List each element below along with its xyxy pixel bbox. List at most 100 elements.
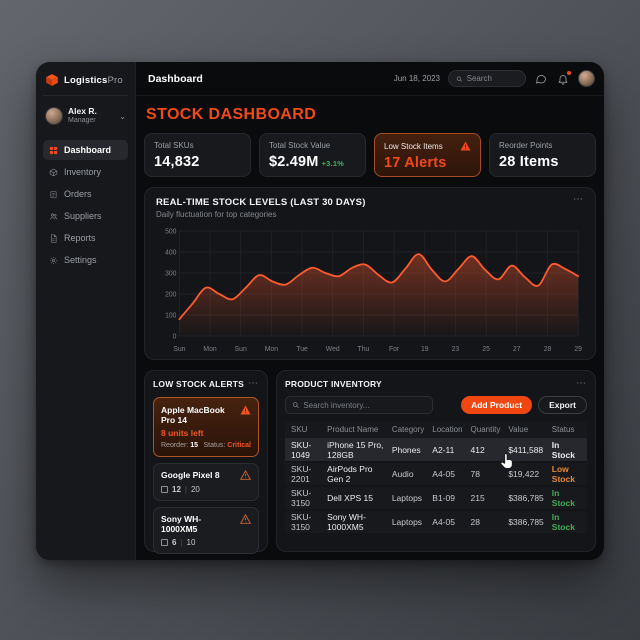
search-icon [292,402,299,409]
stat-label: Total SKUs [154,141,194,150]
topbar-search-input[interactable] [466,74,518,83]
dashboard-content: STOCK DASHBOARD Total SKUs 14,832 Total … [136,96,604,560]
alert-reorder-label: Reorder: [161,442,189,450]
inventory-search-input[interactable] [303,400,426,410]
svg-text:27: 27 [513,346,521,353]
topbar-title: Dashboard [148,72,203,85]
topbar-date: Jun 18, 2023 [393,74,440,83]
cell-name: Sony WH-1000XM5 [323,510,388,535]
svg-text:Thu: Thu [358,346,370,353]
cell-location: A4-05 [428,510,467,535]
cell-sku: SKU-2201 [285,462,324,487]
cell-value: $411,588 [504,438,548,463]
col-sku[interactable]: SKU [285,421,324,438]
cell-category: Laptops [387,486,429,511]
cell-category: Laptops [387,510,429,535]
divider: | [184,484,187,494]
col-location[interactable]: Location [428,421,467,438]
inventory-toolbar: Add Product Export [285,396,587,414]
stat-reorder-points[interactable]: Reorder Points 28 Items [489,133,596,177]
more-menu-icon[interactable]: ⋯ [248,378,259,389]
alert-current-qty: 6 [172,537,177,547]
table-row[interactable]: SKU-3150 Sony WH-1000XM5 Laptops A4-05 2… [285,510,587,535]
sidebar-item-reports[interactable]: Reports [43,228,128,248]
more-menu-icon[interactable]: ⋯ [573,194,584,205]
alert-card-macbook[interactable]: Apple MacBook Pro 14 8 units left Reorde… [153,397,259,458]
alert-card-sony[interactable]: Sony WH-1000XM5 6 | 10 [153,506,259,554]
user-card[interactable]: Alex R. Manager ⌄ [43,105,128,127]
alert-units-left: 8 units left [161,428,204,439]
sidebar-item-label: Inventory [64,167,102,177]
profile-avatar[interactable] [578,70,595,87]
cell-status: In Stock [547,438,587,463]
stat-label: Reorder Points [499,141,553,150]
user-role: Manager [68,116,96,124]
stat-total-stock-value[interactable]: Total Stock Value $2.49M +3.1% [259,133,366,177]
app-window: LogisticsPro Alex R. Manager ⌄ Dashboard… [36,62,604,560]
inventory-search[interactable] [285,396,433,414]
col-value[interactable]: Value [504,421,548,438]
inventory-panel-header: PRODUCT INVENTORY ⋯ [285,378,587,390]
sidebar-item-inventory[interactable]: Inventory [43,162,128,182]
alert-current-qty: 12 [172,484,181,494]
stat-value: 28 Items [499,154,559,170]
chevron-down-icon: ⌄ [119,111,126,121]
warning-triangle-icon [460,141,471,151]
chat-button[interactable] [534,72,548,86]
svg-text:28: 28 [544,346,552,353]
alerts-panel-title: LOW STOCK ALERTS [153,379,245,389]
table-row[interactable]: SKU-1049 iPhone 15 Pro, 128GB Phones A2-… [285,438,587,463]
col-status[interactable]: Status [547,421,587,438]
orders-clipboard-icon [50,190,57,198]
col-product-name[interactable]: Product Name [323,421,388,438]
sidebar-item-label: Reports [64,233,96,243]
cell-sku: SKU-3150 [285,486,324,511]
table-row[interactable]: SKU-3150 Dell XPS 15 Laptops B1-09 215 $… [285,486,587,511]
sidebar-item-settings[interactable]: Settings [43,250,128,270]
chart-title: REAL-TIME STOCK LEVELS (LAST 30 DAYS) [156,197,366,208]
stock-levels-chart: 0 100 200 300 400 500 Sun Mon Sun Mon Tue Wed Thu Fo… [156,224,584,355]
stat-low-stock-items[interactable]: Low Stock Items 17 Alerts [374,133,481,177]
inventory-table: SKU Product Name Category Location Quant… [285,421,587,535]
stat-total-skus[interactable]: Total SKUs 14,832 [144,133,251,177]
cell-quantity: 28 [466,510,505,535]
table-header-row: SKU Product Name Category Location Quant… [285,421,587,438]
alert-card-pixel[interactable]: Google Pixel 8 12 | 20 [153,463,259,501]
topbar-search[interactable] [448,70,526,87]
svg-text:400: 400 [165,249,177,256]
bell-icon [558,74,568,85]
alert-reorder-value: 15 [190,442,198,450]
sidebar-nav: Dashboard Inventory Orders Suppliers Rep… [43,140,128,270]
export-button[interactable]: Export [538,396,587,414]
chart-subtitle: Daily fluctuation for top categories [156,210,277,219]
brand-name-lite: Pro [107,74,123,86]
sidebar-item-dashboard[interactable]: Dashboard [43,140,128,160]
sidebar-item-label: Suppliers [64,211,102,221]
sidebar-item-orders[interactable]: Orders [43,184,128,204]
svg-text:23: 23 [452,346,460,353]
notifications-button[interactable] [556,70,571,86]
col-quantity[interactable]: Quantity [466,421,505,438]
alert-quantities: 12 | 20 [161,485,251,494]
sidebar-item-suppliers[interactable]: Suppliers [43,206,128,226]
svg-text:300: 300 [165,270,177,277]
cell-quantity: 78 [466,462,505,487]
svg-text:Mon: Mon [203,346,216,353]
add-product-button[interactable]: Add Product [461,396,533,414]
more-menu-icon[interactable]: ⋯ [576,378,587,389]
cell-category: Audio [387,462,429,487]
cell-status: Low Stock [547,462,587,487]
svg-text:Sun: Sun [235,346,247,353]
sidebar-item-label: Settings [64,255,97,265]
alert-status-label: Status: [203,442,226,450]
alert-product-name: Sony WH-1000XM5 [161,513,202,534]
col-category[interactable]: Category [387,421,429,438]
svg-text:0: 0 [173,333,177,340]
user-name: Alex R. [68,106,97,117]
cell-location: B1-09 [428,486,467,511]
table-row[interactable]: SKU-2201 AirPods Pro Gen 2 Audio A4-05 7… [285,462,587,487]
alert-meta: Reorder: 15 Status: Critical [161,442,251,449]
dashboard-grid-icon [49,146,58,154]
sidebar: LogisticsPro Alex R. Manager ⌄ Dashboard… [36,62,136,560]
divider: | [180,537,183,547]
